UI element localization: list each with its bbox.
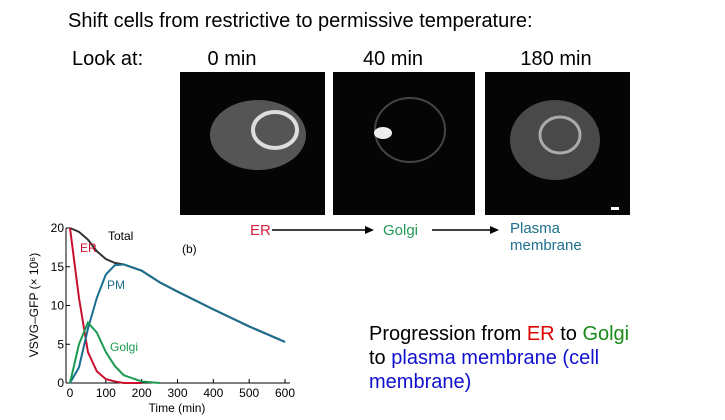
series-line <box>69 320 160 384</box>
pathway-label: Golgi <box>383 222 418 239</box>
series-line <box>69 263 286 384</box>
y-tick-label: 10 <box>51 299 65 313</box>
pathway-label: Plasma membrane <box>510 220 582 254</box>
series-label: PM <box>107 278 125 292</box>
arrow-head <box>490 226 499 234</box>
series-label: Total <box>108 229 133 243</box>
summary-line: membrane) <box>369 371 471 393</box>
time-label: 40 min <box>363 48 423 70</box>
slide-title: Shift cells from restrictive to permissi… <box>68 10 533 32</box>
y-tick-label: 15 <box>51 260 65 274</box>
x-tick-label: 300 <box>167 386 187 400</box>
summary-line: Progression from ER to Golgi <box>369 323 629 345</box>
y-axis-label: VSVG–GFP (× 10⁶) <box>27 253 41 357</box>
summary-run: membrane) <box>369 371 471 393</box>
summary-line: to plasma membrane (cell <box>369 347 599 369</box>
summary-run: to <box>369 347 391 369</box>
summary-run: Golgi <box>582 323 629 345</box>
micrographs <box>180 72 630 215</box>
summary-run: to <box>555 323 583 345</box>
time-label: 180 min <box>520 48 591 70</box>
pathway-label: Plasma membrane <box>510 220 582 254</box>
look-at: Look at: <box>72 48 143 70</box>
summary-run: Progression from <box>369 323 527 345</box>
chart: (b) Time (min) VSVG–GFP (× 10⁶) 0 5 10 15 20… <box>27 221 295 415</box>
x-tick-label: 100 <box>96 386 116 400</box>
x-tick-label: 600 <box>275 386 295 400</box>
x-axis-label: Time (min) <box>149 401 206 415</box>
series-label: ER <box>80 241 97 255</box>
arrow-head <box>365 226 374 234</box>
series-line <box>69 227 142 384</box>
summary-run: plasma membrane (cell <box>391 347 599 369</box>
x-tick-label: 200 <box>132 386 152 400</box>
x-tick-label: 400 <box>203 386 223 400</box>
y-tick-label: 20 <box>51 221 65 235</box>
x-tick-label: 500 <box>239 386 259 400</box>
y-tick-label: 0 <box>57 376 64 390</box>
series-label: Golgi <box>110 340 138 354</box>
time-label: 0 min <box>208 48 257 70</box>
y-tick-label: 5 <box>57 337 64 351</box>
pathway-label: ER <box>250 222 271 239</box>
x-tick-label: 0 <box>67 386 74 400</box>
summary-run: ER <box>527 323 555 345</box>
panel-label: (b) <box>182 242 197 256</box>
